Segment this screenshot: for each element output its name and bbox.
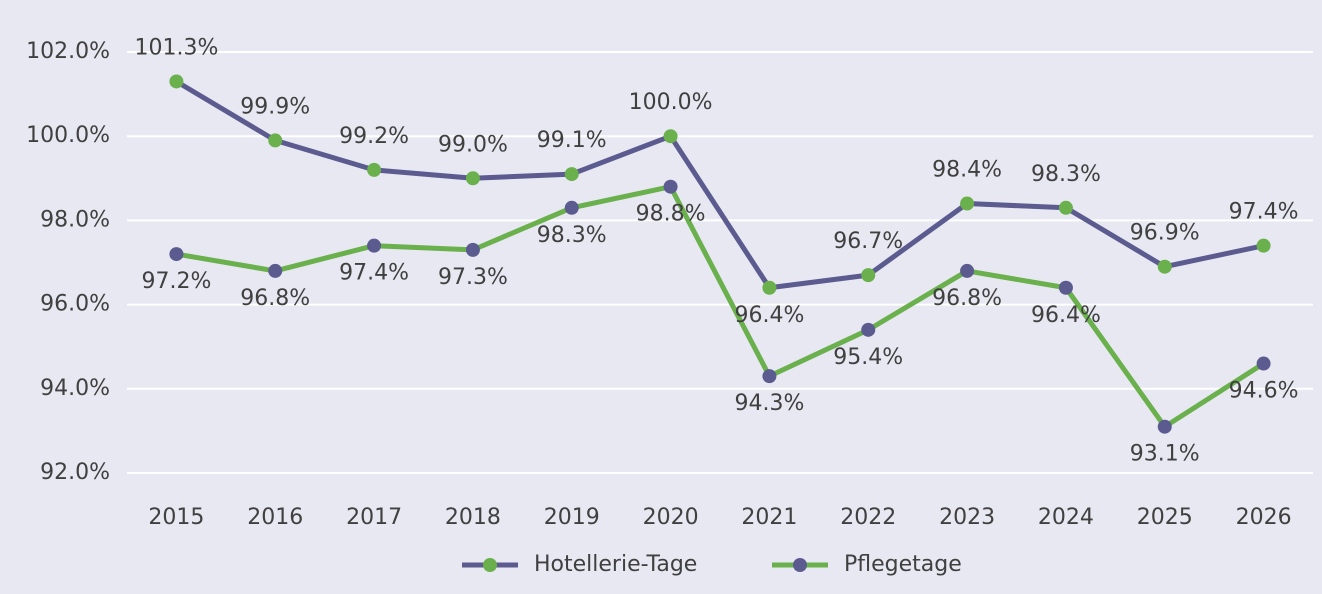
- y-tick-label: 102.0%: [26, 39, 110, 64]
- legend-label: Pflegetage: [844, 552, 962, 577]
- data-label: 100.0%: [629, 90, 713, 115]
- data-label: 97.2%: [141, 269, 211, 294]
- series-line: [175, 79, 1265, 291]
- data-label: 98.4%: [932, 158, 1002, 183]
- point: [465, 242, 480, 257]
- data-label: 99.9%: [240, 94, 310, 119]
- point: [169, 74, 184, 89]
- y-tick-label: 94.0%: [40, 376, 110, 401]
- data-label: 98.8%: [636, 202, 706, 227]
- data-label: 98.3%: [537, 223, 607, 248]
- x-tick-label: 2023: [939, 505, 995, 530]
- x-tick-label: 2017: [346, 505, 402, 530]
- y-tick-label: 98.0%: [40, 207, 110, 232]
- data-label: 96.4%: [1031, 303, 1101, 328]
- point: [1058, 280, 1073, 295]
- x-tick-label: 2019: [544, 505, 600, 530]
- data-label: 94.3%: [734, 391, 804, 416]
- x-tick-label: 2016: [247, 505, 303, 530]
- x-tick-label: 2026: [1236, 505, 1292, 530]
- point: [169, 247, 184, 262]
- data-label: 97.4%: [339, 261, 409, 286]
- point: [663, 129, 678, 144]
- data-label: 98.3%: [1031, 162, 1101, 187]
- x-tick-label: 2020: [643, 505, 699, 530]
- point: [861, 268, 876, 283]
- point: [1058, 200, 1073, 215]
- point: [1157, 259, 1172, 274]
- point: [960, 196, 975, 211]
- data-label: 93.1%: [1130, 442, 1200, 467]
- data-label: 95.4%: [833, 345, 903, 370]
- data-label: 96.8%: [932, 286, 1002, 311]
- x-tick-label: 2024: [1038, 505, 1094, 530]
- legend-label: Hotellerie-Tage: [534, 552, 697, 577]
- point: [564, 200, 579, 215]
- data-label: 97.4%: [1229, 200, 1299, 225]
- y-tick-label: 96.0%: [40, 292, 110, 317]
- data-label: 101.3%: [134, 35, 218, 60]
- data-label: 99.1%: [537, 128, 607, 153]
- point: [1256, 238, 1271, 253]
- legend-marker: [793, 558, 807, 572]
- legend-marker: [483, 558, 497, 572]
- data-label: 94.6%: [1229, 379, 1299, 404]
- point: [960, 263, 975, 278]
- point: [861, 322, 876, 337]
- x-tick-label: 2015: [148, 505, 204, 530]
- data-label: 96.4%: [734, 303, 804, 328]
- point: [1256, 356, 1271, 371]
- point: [367, 162, 382, 177]
- x-tick-label: 2021: [741, 505, 797, 530]
- point: [762, 280, 777, 295]
- x-tick-label: 2025: [1137, 505, 1193, 530]
- x-tick-label: 2018: [445, 505, 501, 530]
- data-label: 96.8%: [240, 286, 310, 311]
- x-tick-label: 2022: [840, 505, 896, 530]
- data-label: 96.9%: [1130, 221, 1200, 246]
- series-line: [175, 184, 1265, 430]
- point: [367, 238, 382, 253]
- data-label: 99.2%: [339, 124, 409, 149]
- point: [762, 369, 777, 384]
- point: [663, 179, 678, 194]
- data-label: 99.0%: [438, 132, 508, 157]
- point: [1157, 419, 1172, 434]
- y-tick-label: 92.0%: [40, 460, 110, 485]
- point: [268, 133, 283, 148]
- point: [268, 263, 283, 278]
- data-label: 96.7%: [833, 229, 903, 254]
- y-tick-label: 100.0%: [26, 123, 110, 148]
- point: [465, 171, 480, 186]
- data-label: 97.3%: [438, 265, 508, 290]
- point: [564, 167, 579, 182]
